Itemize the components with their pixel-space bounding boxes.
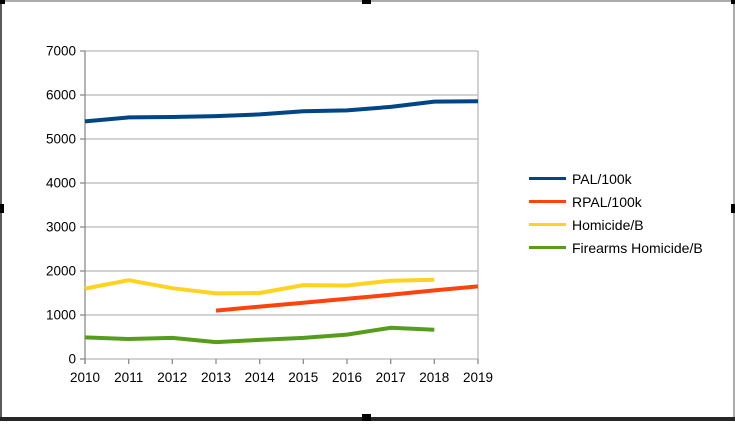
svg-text:2018: 2018 (419, 370, 449, 385)
resize-handle-top-left[interactable] (0, 0, 5, 4)
legend-item-firearms[interactable]: Firearms Homicide/B (529, 236, 703, 259)
svg-text:2019: 2019 (463, 370, 493, 385)
svg-text:2017: 2017 (376, 370, 406, 385)
svg-text:2011: 2011 (114, 370, 143, 385)
legend-label-rpal: RPAL/100k (572, 193, 642, 210)
resize-handle-top-right[interactable] (731, 0, 735, 4)
svg-text:4000: 4000 (46, 176, 76, 191)
legend-label-pal: PAL/100k (572, 170, 632, 187)
resize-handle-top-center[interactable] (362, 0, 371, 4)
chart-legend[interactable]: PAL/100k RPAL/100k Homicide/B Firearms H… (529, 167, 703, 259)
svg-text:6000: 6000 (46, 88, 76, 103)
svg-text:3000: 3000 (46, 220, 76, 235)
resize-handle-bottom-center[interactable] (362, 414, 371, 421)
legend-label-firearms: Firearms Homicide/B (572, 239, 703, 256)
svg-text:0: 0 (68, 352, 76, 367)
svg-text:2013: 2013 (201, 370, 231, 385)
legend-label-homicide: Homicide/B (572, 216, 644, 233)
legend-swatch-firearms (529, 246, 566, 249)
legend-item-homicide[interactable]: Homicide/B (529, 213, 703, 236)
svg-text:2016: 2016 (332, 370, 362, 385)
svg-text:2012: 2012 (157, 370, 187, 385)
legend-swatch-rpal (529, 200, 566, 203)
legend-swatch-pal (529, 177, 566, 180)
svg-text:2000: 2000 (46, 264, 76, 279)
svg-text:7000: 7000 (46, 44, 76, 59)
resize-handle-middle-right[interactable] (731, 204, 735, 213)
svg-text:1000: 1000 (46, 308, 76, 323)
svg-text:2015: 2015 (288, 370, 318, 385)
resize-handle-middle-left[interactable] (0, 204, 4, 213)
svg-text:2014: 2014 (245, 370, 276, 385)
legend-item-rpal[interactable]: RPAL/100k (529, 190, 703, 213)
legend-item-pal[interactable]: PAL/100k (529, 167, 703, 190)
svg-text:5000: 5000 (46, 132, 76, 147)
svg-text:2010: 2010 (70, 370, 100, 385)
legend-swatch-homicide (529, 223, 566, 226)
